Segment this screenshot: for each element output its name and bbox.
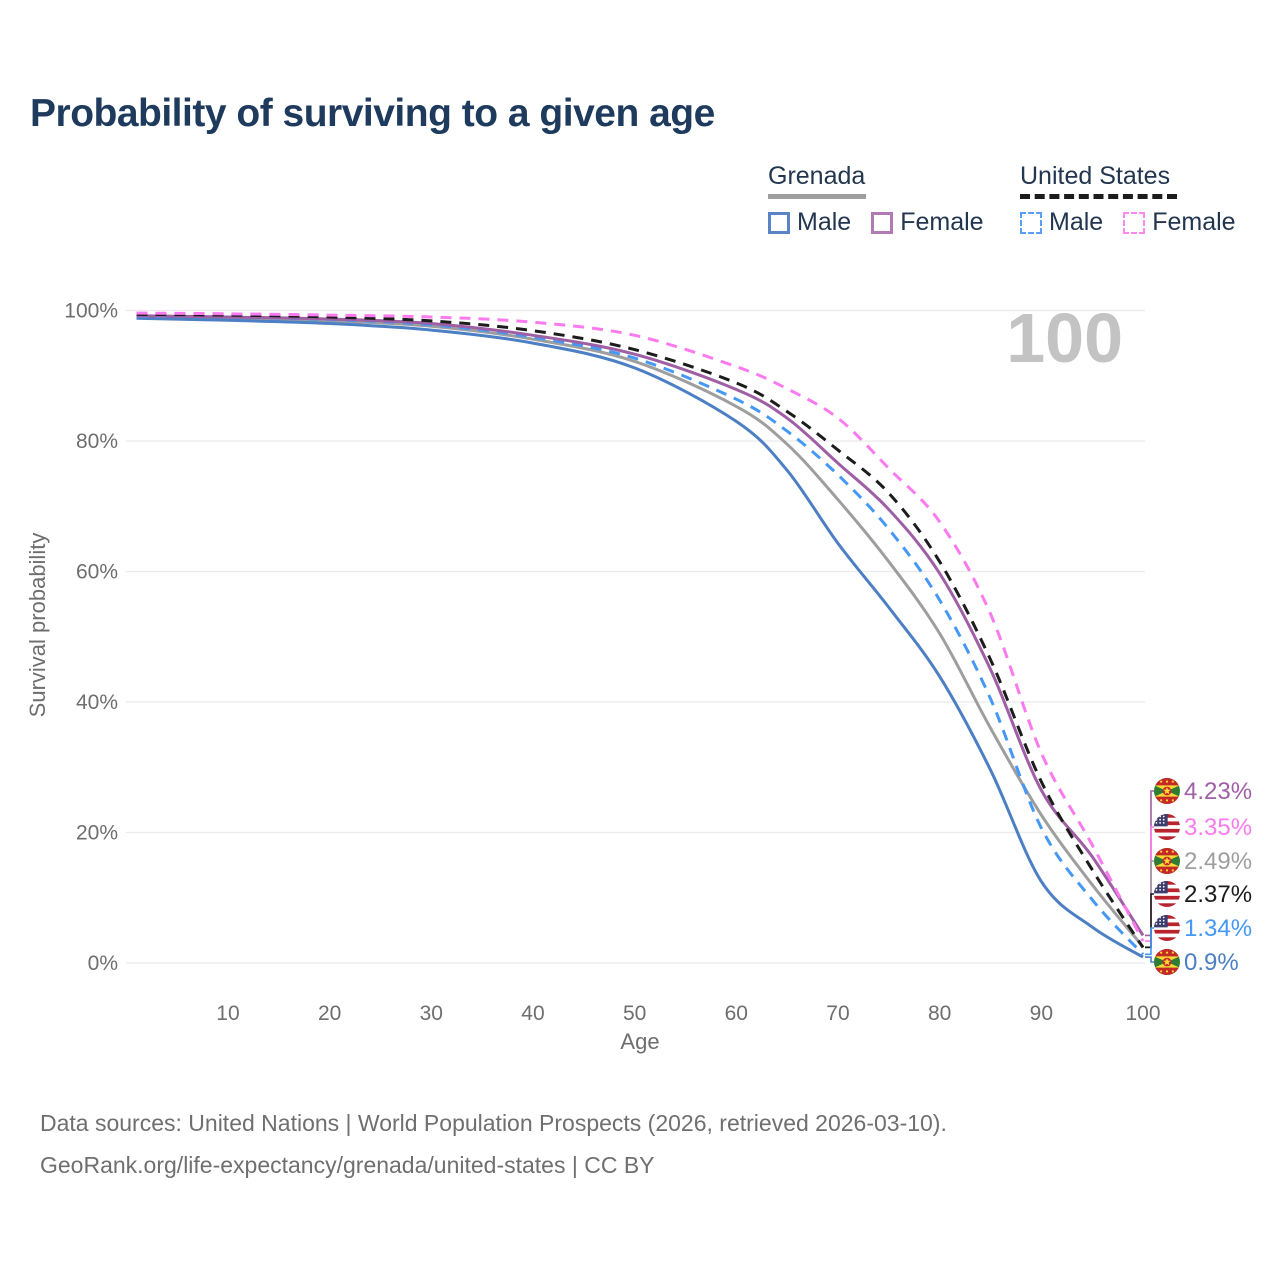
y-tick-20: 20% [76,822,118,845]
series-end-labels: 4.23% 3.35% 2.49% 2.37% 1.34% 0.9% [1145,778,1252,976]
us-flag-icon [1154,915,1180,941]
end-label-connector-grenada-male [1145,956,1154,963]
end-label-connector-us-female [1145,826,1154,942]
legend-item-us-male[interactable]: Male [1020,208,1103,237]
source-url-line: GeoRank.org/life-expectancy/grenada/unit… [40,1152,655,1178]
legend-title-grenada: Grenada [768,162,866,190]
legend-line-sample-united-states [1020,194,1177,199]
end-value-us-total: 2.37% [1184,881,1252,908]
end-label-connector-us-male [1145,927,1154,956]
us-male-swatch-icon [1020,211,1042,234]
x-tick-40: 40 [521,1002,544,1025]
end-label-connector-us-total [1145,893,1154,949]
grenada-female-swatch-icon [871,211,894,234]
series-line-grenada-total[interactable] [136,315,1145,948]
end-value-grenada-total: 2.49% [1184,848,1252,875]
end-value-grenada-female: 4.23% [1184,778,1252,805]
y-axis-label: Survival probability [25,533,50,718]
legend-title-united-states: United States [1020,162,1171,190]
us-female-swatch-icon [1123,211,1146,234]
y-tick-60: 60% [76,561,118,584]
end-label-connector-grenada-total [1145,860,1154,948]
legend-item-grenada-female[interactable]: Female [871,208,984,237]
axis-ticks: 0% 20% 40% 60% 80% 100% 10 20 30 40 50 60 70 80 90 100 [64,300,1160,1026]
legend-line-sample-grenada [768,194,866,199]
series-line-us-male[interactable] [136,314,1145,956]
x-tick-20: 20 [318,1002,341,1025]
series-line-grenada-male[interactable] [136,316,1144,959]
page-title: Probability of surviving to a given age [30,92,715,135]
grenada-flag-icon [1154,848,1180,874]
x-axis-label: Age [620,1029,659,1054]
legend-item-us-female[interactable]: Female [1123,208,1236,237]
legend-label: Male [1049,208,1104,236]
end-value-us-female: 3.35% [1184,814,1252,841]
x-tick-70: 70 [826,1002,849,1025]
data-sources-line: Data sources: United Nations | World Pop… [40,1110,947,1136]
end-label-connector-grenada-female [1145,790,1154,937]
y-tick-80: 80% [76,430,118,453]
end-value-us-male: 1.34% [1184,915,1252,942]
y-tick-0: 0% [88,952,118,975]
x-tick-80: 80 [928,1002,951,1025]
y-tick-40: 40% [76,691,118,714]
us-flag-icon [1154,881,1180,907]
grenada-male-swatch-icon [768,211,790,234]
series-line-grenada-female[interactable] [136,314,1145,937]
attribution: Data sources: United Nations | World Pop… [40,1102,947,1186]
x-tick-60: 60 [725,1002,748,1025]
legend-label: Female [900,208,984,236]
end-value-grenada-male: 0.9% [1184,949,1239,976]
series-line-us-female[interactable] [136,311,1145,942]
x-tick-30: 30 [420,1002,443,1025]
legend-group-united-states: United States Male Female [1020,162,1236,237]
y-tick-100: 100% [64,300,118,323]
grenada-flag-icon [1154,949,1180,975]
series-lines [136,311,1145,959]
grenada-flag-icon [1154,778,1180,804]
us-flag-icon [1154,814,1180,840]
x-tick-100: 100 [1125,1002,1160,1025]
series-line-us-total[interactable] [136,312,1145,949]
legend-label: Female [1152,208,1236,236]
hover-age-indicator: 100 [1006,299,1123,377]
x-tick-50: 50 [623,1002,646,1025]
legend-item-grenada-male[interactable]: Male [768,208,851,237]
x-tick-90: 90 [1030,1002,1053,1025]
gridlines [126,309,1145,964]
x-tick-10: 10 [216,1002,239,1025]
legend-label: Male [797,208,852,236]
legend-group-grenada: Grenada Male Female [768,162,984,237]
